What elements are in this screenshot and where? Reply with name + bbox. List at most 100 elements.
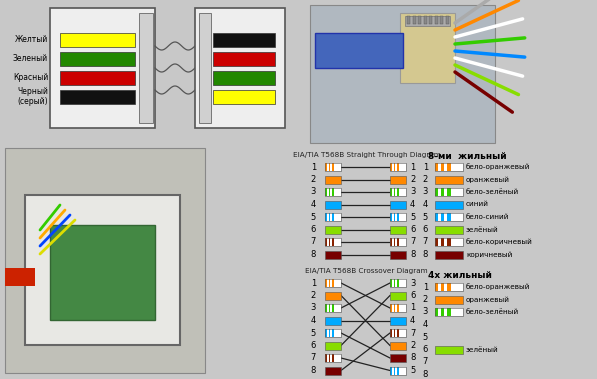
Bar bbox=[390, 279, 406, 287]
Text: 7: 7 bbox=[423, 357, 428, 366]
Bar bbox=[390, 316, 406, 324]
Bar bbox=[397, 213, 399, 221]
Bar bbox=[25, 195, 180, 345]
Bar bbox=[332, 279, 334, 287]
Bar bbox=[390, 329, 406, 337]
Bar bbox=[328, 354, 330, 362]
Bar bbox=[325, 291, 341, 299]
Bar bbox=[325, 304, 341, 312]
Bar bbox=[328, 238, 330, 246]
Bar bbox=[390, 200, 406, 208]
Bar bbox=[418, 16, 421, 24]
Bar bbox=[325, 163, 327, 171]
Bar bbox=[400, 13, 455, 83]
Bar bbox=[325, 238, 341, 246]
Bar bbox=[435, 308, 438, 316]
Text: 5: 5 bbox=[423, 213, 428, 221]
Bar bbox=[393, 366, 395, 374]
Text: 2: 2 bbox=[311, 291, 316, 300]
Bar bbox=[310, 5, 495, 143]
Bar bbox=[390, 366, 406, 374]
Text: 4: 4 bbox=[423, 200, 428, 209]
Text: 6: 6 bbox=[423, 345, 428, 354]
Bar bbox=[407, 16, 410, 24]
Text: бело-синий: бело-синий bbox=[466, 214, 509, 220]
Text: бело-оранжевый: бело-оранжевый bbox=[466, 164, 531, 171]
Bar bbox=[325, 251, 341, 258]
Bar bbox=[325, 213, 341, 221]
Bar bbox=[435, 163, 438, 171]
Bar bbox=[325, 163, 341, 171]
Bar bbox=[390, 163, 406, 171]
Bar bbox=[213, 89, 275, 103]
Bar bbox=[435, 163, 463, 171]
Text: 1: 1 bbox=[311, 163, 316, 172]
Bar bbox=[397, 366, 399, 374]
Bar bbox=[332, 213, 334, 221]
Bar bbox=[332, 304, 334, 312]
Text: 2: 2 bbox=[423, 175, 428, 184]
Bar bbox=[397, 163, 399, 171]
Bar bbox=[328, 304, 330, 312]
Text: 1: 1 bbox=[423, 163, 428, 172]
Bar bbox=[405, 16, 450, 26]
Bar bbox=[447, 238, 451, 246]
Text: Красный: Красный bbox=[13, 73, 48, 82]
Text: 3: 3 bbox=[410, 188, 416, 196]
Bar bbox=[325, 366, 341, 374]
Bar bbox=[332, 188, 334, 196]
Bar bbox=[325, 188, 341, 196]
Text: 2: 2 bbox=[423, 295, 428, 304]
Bar bbox=[390, 188, 406, 196]
Text: 3: 3 bbox=[423, 188, 428, 196]
Bar bbox=[5, 148, 205, 373]
Bar bbox=[50, 225, 155, 320]
Bar bbox=[435, 213, 463, 221]
Bar bbox=[325, 354, 341, 362]
Text: 3: 3 bbox=[310, 188, 316, 196]
Bar bbox=[390, 175, 406, 183]
Bar bbox=[441, 213, 444, 221]
Bar bbox=[435, 346, 463, 354]
Text: 8: 8 bbox=[310, 366, 316, 375]
Text: 4: 4 bbox=[311, 200, 316, 209]
Text: оранжевый: оранжевый bbox=[466, 176, 510, 183]
Bar bbox=[60, 52, 135, 66]
Text: 7: 7 bbox=[410, 238, 416, 246]
Text: 8-ми  жильный: 8-ми жильный bbox=[428, 152, 507, 161]
Text: Зеленый: Зеленый bbox=[13, 54, 48, 63]
Bar bbox=[390, 251, 406, 258]
Text: 5: 5 bbox=[311, 213, 316, 221]
Text: 7: 7 bbox=[310, 354, 316, 362]
Bar bbox=[325, 175, 341, 183]
Bar bbox=[447, 308, 451, 316]
Text: 6: 6 bbox=[310, 341, 316, 350]
Bar bbox=[435, 200, 463, 208]
Bar bbox=[325, 238, 341, 246]
Bar bbox=[390, 213, 406, 221]
Bar bbox=[435, 16, 438, 24]
Bar bbox=[435, 238, 463, 246]
Bar bbox=[332, 354, 334, 362]
Bar bbox=[441, 283, 444, 291]
Bar bbox=[390, 366, 406, 374]
Bar bbox=[60, 70, 135, 85]
Bar bbox=[325, 329, 341, 337]
Bar bbox=[325, 316, 341, 324]
Bar bbox=[325, 304, 327, 312]
Bar bbox=[390, 329, 392, 337]
Bar bbox=[390, 329, 406, 337]
Bar bbox=[5, 268, 35, 286]
Bar bbox=[397, 279, 399, 287]
Bar bbox=[393, 304, 395, 312]
Bar bbox=[325, 329, 341, 337]
Bar bbox=[328, 279, 330, 287]
Text: 8: 8 bbox=[310, 250, 316, 259]
Bar bbox=[393, 329, 395, 337]
Bar bbox=[435, 283, 463, 291]
Bar bbox=[435, 163, 463, 171]
Bar bbox=[328, 163, 330, 171]
Bar bbox=[435, 188, 463, 196]
Bar bbox=[325, 238, 327, 246]
Bar bbox=[390, 304, 406, 312]
